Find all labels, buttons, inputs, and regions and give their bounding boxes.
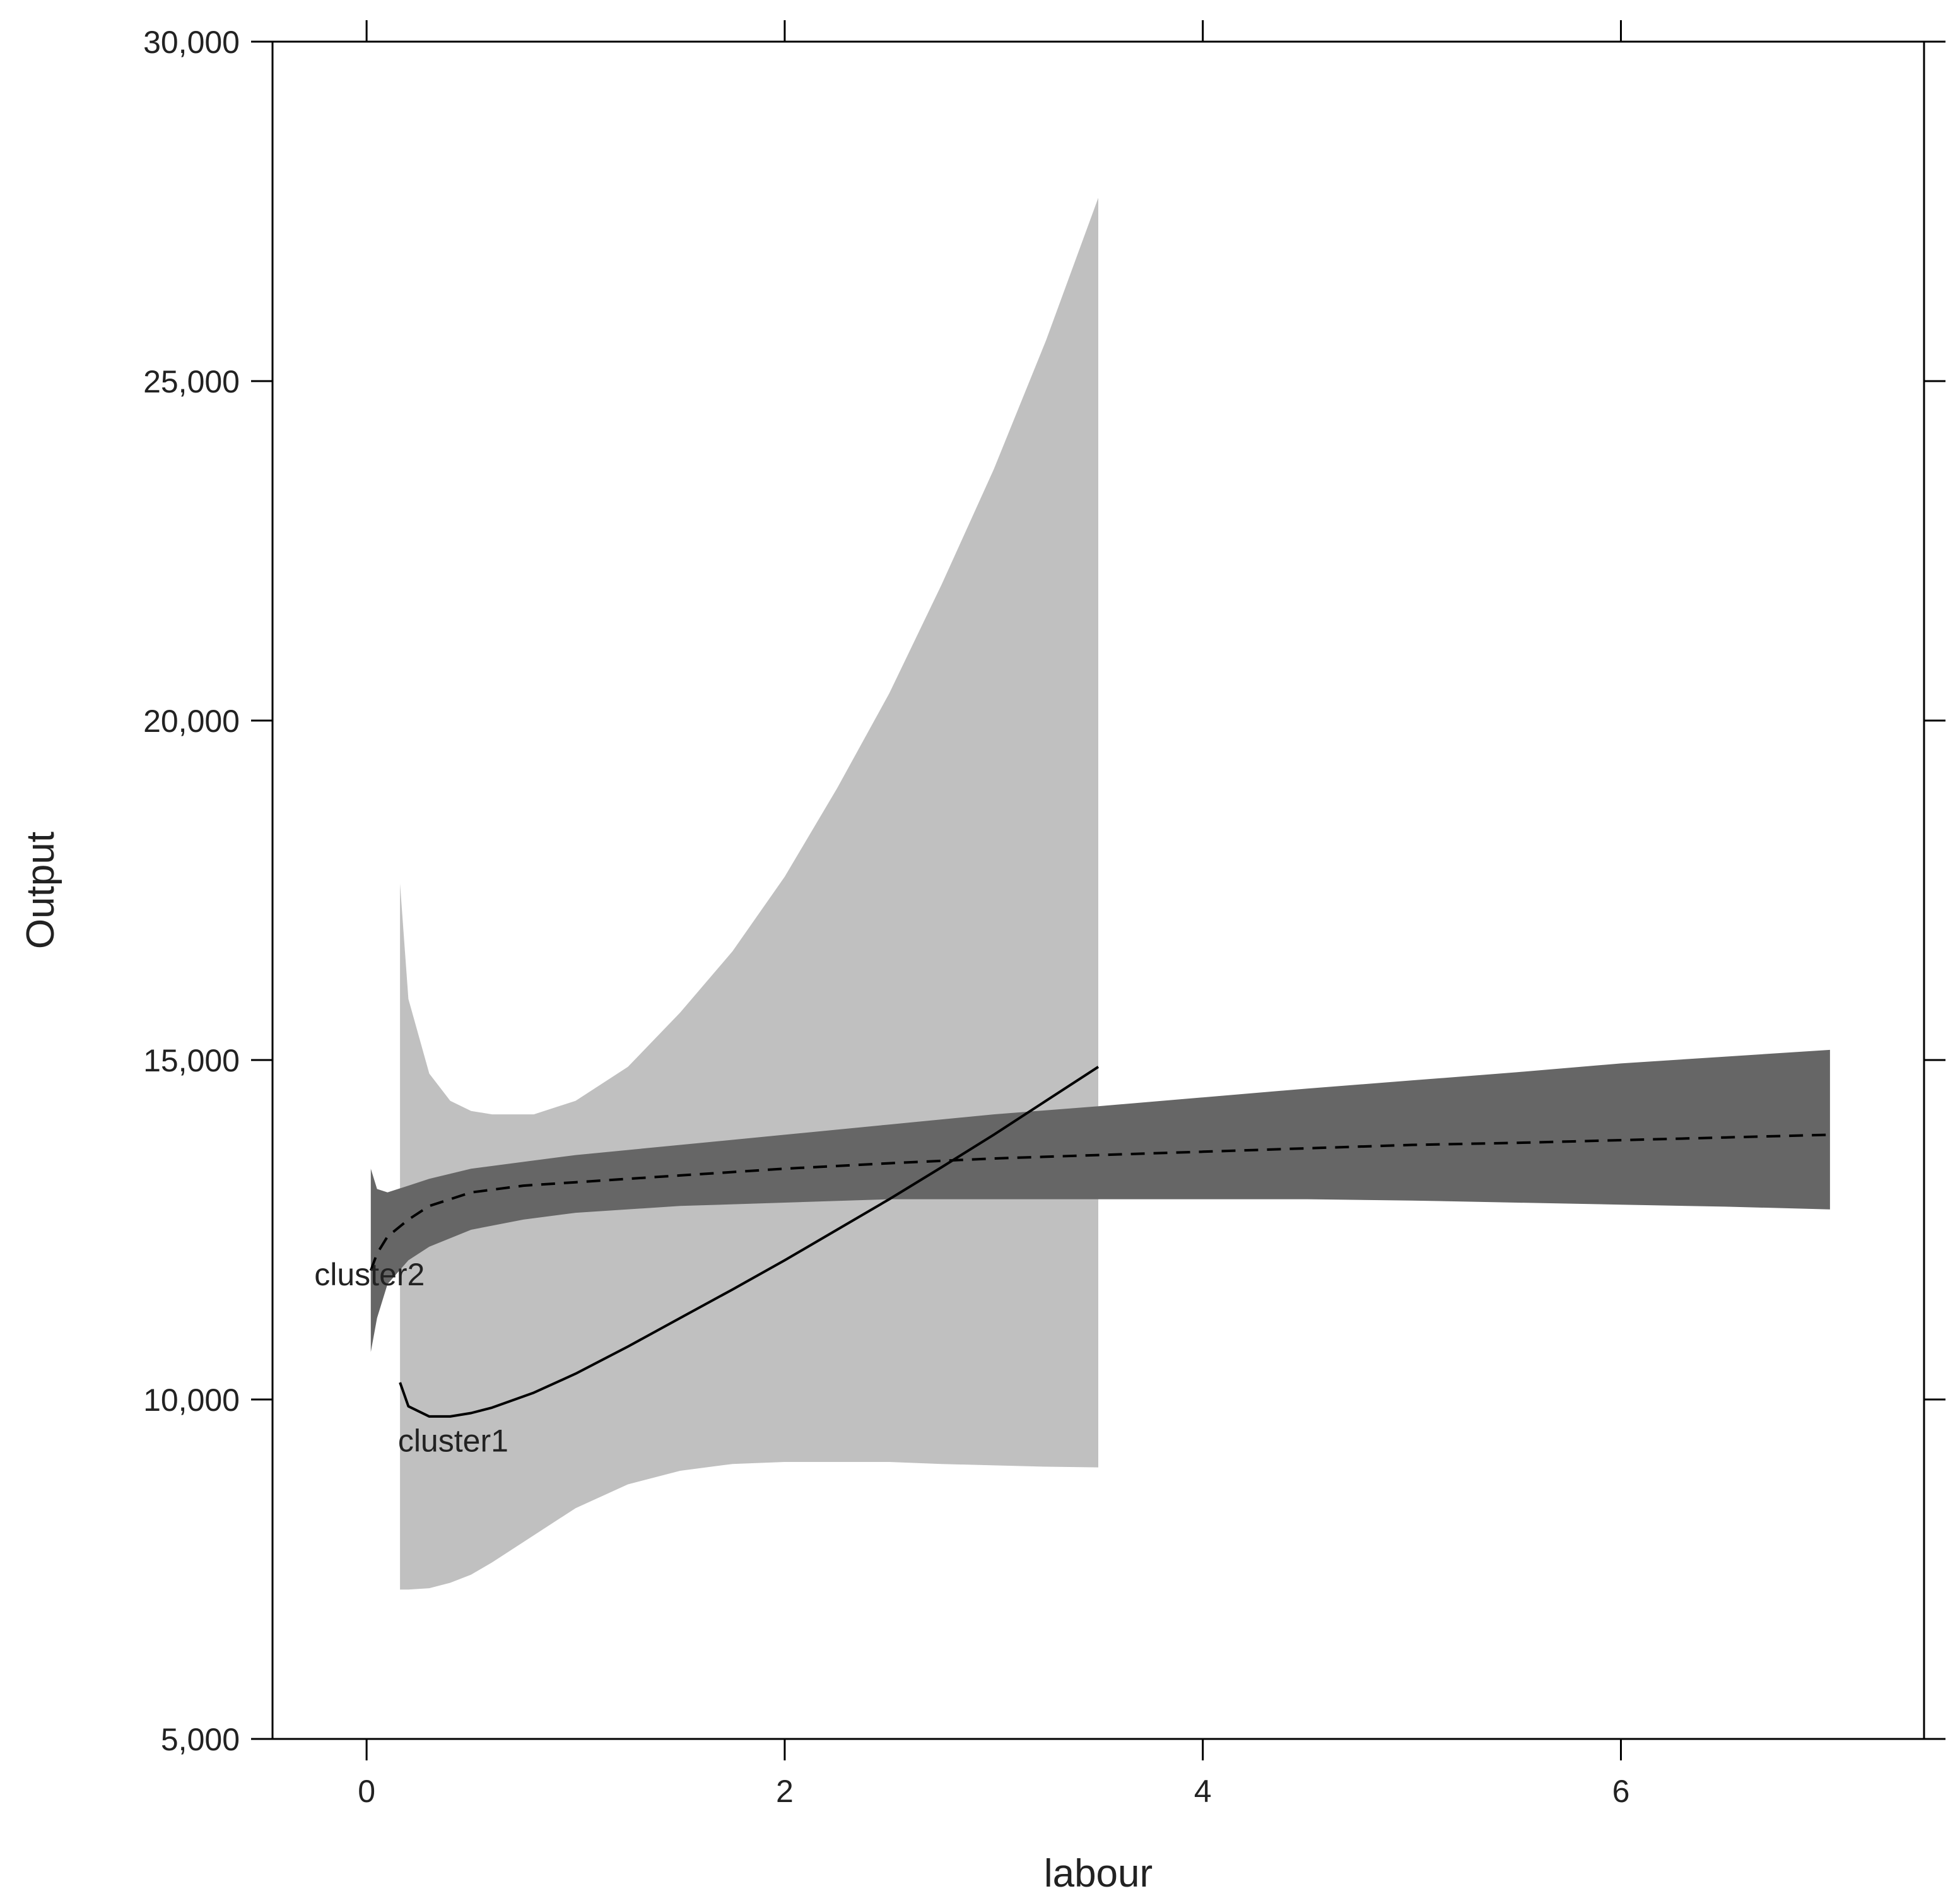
x-tick-label: 6 — [1612, 1774, 1630, 1809]
tick-labels: 0 2 4 6 5,000 10,000 15,000 20,000 25,000 30,000 — [143, 25, 1629, 1809]
cluster2-line — [369, 1133, 1830, 1271]
confidence-bands — [370, 197, 1830, 1590]
y-axis-title: Output — [19, 832, 62, 949]
cluster2-label: cluster2 — [314, 1257, 425, 1292]
series-labels: cluster1 cluster2 — [314, 1257, 508, 1459]
y-tick-label: 10,000 — [143, 1382, 240, 1418]
x-tick-label: 0 — [358, 1774, 375, 1809]
x-axis-title: labour — [1044, 1852, 1153, 1895]
cluster1-label: cluster1 — [398, 1423, 508, 1459]
cluster1-confidence-band — [400, 197, 1098, 1590]
fitted-lines — [369, 1066, 1830, 1418]
axis-ticks — [251, 20, 1945, 1760]
y-tick-label: 20,000 — [143, 704, 240, 739]
x-tick-label: 4 — [1194, 1774, 1212, 1809]
y-tick-label: 5,000 — [161, 1722, 240, 1757]
cluster1-line — [399, 1066, 1100, 1418]
y-tick-label: 15,000 — [143, 1043, 240, 1078]
y-tick-label: 30,000 — [143, 25, 240, 60]
plot-frame — [271, 40, 1925, 1740]
cluster2-confidence-band — [370, 1049, 1830, 1352]
y-tick-label: 25,000 — [143, 364, 240, 399]
x-tick-label: 2 — [776, 1774, 794, 1809]
